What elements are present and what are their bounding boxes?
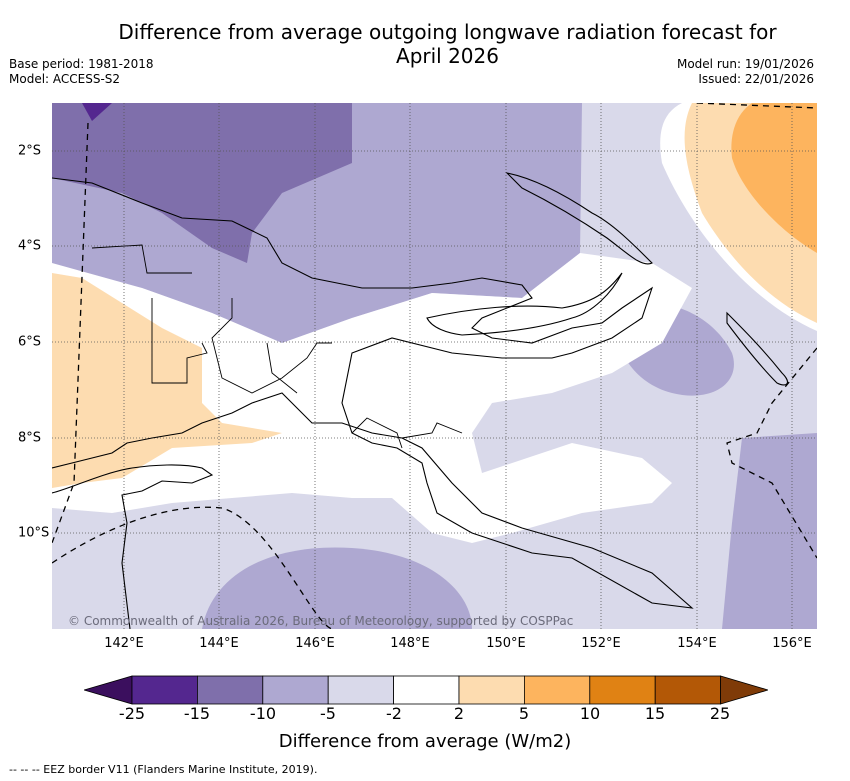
page-title: Difference from average outgoing longwav… [90,20,805,68]
colorbar-bin [197,675,264,705]
colorbar-bin [654,675,722,705]
lon-label: 146°E [295,636,335,651]
bougainville-coast [726,311,788,386]
lat-label: 4°S [18,238,42,254]
colorbar-extend-high [720,675,768,705]
lat-label: 2°S [18,143,42,159]
shade-lavender-southeast [722,433,817,629]
lon-label: 144°E [199,636,239,651]
title-line-1: Difference from average outgoing longwav… [118,20,777,44]
lat-label: 10°S [18,525,50,541]
model-run: Model run: 19/01/2026 [676,57,814,71]
issued-date: Issued: 22/01/2026 [698,72,814,86]
colorbar-extend-low [84,675,133,705]
colorbar-label: 10 [579,704,601,723]
shade-dark-purple [82,103,112,121]
colorbar-label: -15 [183,704,211,723]
borders [91,244,463,449]
lon-label: 156°E [772,636,812,651]
metadata-right: Model run: 19/01/2026 Issued: 22/01/2026 [677,57,814,87]
shade-orange-northeast [731,103,817,253]
colorbar-label: 2 [453,704,465,723]
new-britain-coast [426,272,623,336]
colorbar-bin [131,675,198,705]
shade-light-orange-west [52,273,282,488]
colorbar-label: 25 [709,704,731,723]
colorbar-label: 5 [518,704,530,723]
colorbar-bin [589,675,656,705]
new-ireland-coast [505,172,653,265]
colorbar-label: -25 [118,704,146,723]
base-period: Base period: 1981-2018 [9,57,154,71]
colorbar-bin [262,675,329,705]
shade-lavender-south [202,547,472,629]
lon-label: 142°E [104,636,144,651]
lon-label: 148°E [390,636,430,651]
metadata-left: Base period: 1981-2018 Model: ACCESS-S2 [9,57,154,87]
map-gridlines [52,103,817,629]
lat-label: 6°S [18,334,42,350]
colorbar-bin [327,675,394,705]
colorbar-bin [393,675,460,705]
lon-label: 150°E [486,636,526,651]
colorbar-bin [458,675,525,705]
colorbar-label: -10 [249,704,277,723]
olr-anomaly-map: © Commonwealth of Australia 2026, Bureau… [52,103,817,629]
shade-neutral-band [52,253,692,543]
map-copyright: © Commonwealth of Australia 2026, Bureau… [68,614,573,628]
coastlines [52,172,788,629]
lon-label: 154°E [677,636,717,651]
colorbar-bin [523,675,591,705]
colorbar-title: Difference from average (W/m2) [278,731,572,752]
colorbar-label: 15 [644,704,666,723]
australia-coast [52,464,214,629]
shade-purple-northwest [52,103,352,263]
colorbar-label: -5 [320,704,336,723]
colorbar-label: -2 [386,704,402,723]
title-line-2: April 2026 [396,44,499,68]
lon-label: 152°E [581,636,621,651]
colorbar [84,675,768,705]
eez-borders [52,103,817,629]
lat-label: 8°S [18,430,42,446]
eez-footnote: -- -- -- EEZ border V11 (Flanders Marine… [9,763,318,776]
new-guinea-coast [52,177,694,609]
model-name: Model: ACCESS-S2 [9,72,121,86]
